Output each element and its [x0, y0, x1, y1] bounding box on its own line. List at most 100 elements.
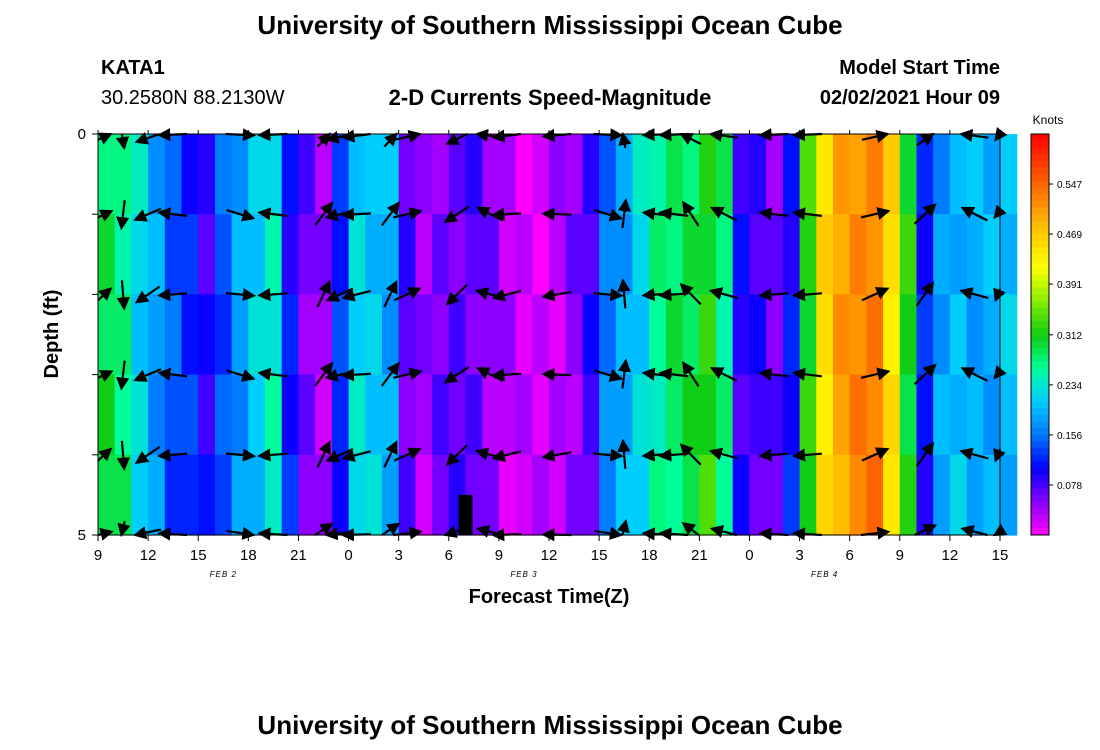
current-vector	[682, 200, 700, 227]
colorbar-tick-label: 0.078	[1057, 481, 1082, 492]
colorbar-segment	[1031, 254, 1049, 262]
heatmap-cell	[231, 134, 249, 215]
current-vector	[679, 282, 702, 306]
heatmap-cell	[164, 374, 183, 456]
heatmap-cell	[599, 134, 617, 215]
heatmap-cell	[682, 294, 700, 376]
heatmap-cell	[632, 294, 650, 376]
colorbar-segment	[1031, 180, 1049, 188]
heatmap-cell	[565, 374, 583, 456]
colorbar-segment	[1031, 147, 1049, 155]
current-vector	[709, 367, 738, 382]
x-tick-label: 0	[745, 547, 753, 564]
heatmap-cell	[214, 374, 233, 456]
heatmap-cell	[1000, 134, 1018, 215]
current-vector	[443, 205, 470, 224]
heatmap-cell	[682, 454, 700, 536]
current-vector	[960, 206, 988, 222]
heatmap-cell	[198, 214, 216, 295]
heatmap-cell	[799, 214, 817, 295]
x-tick-label: 18	[641, 547, 658, 564]
heatmap-cell	[966, 134, 984, 215]
current-vector	[116, 200, 130, 231]
colorbar-segment	[1031, 421, 1049, 429]
colorbar-segment	[1031, 414, 1049, 422]
x-tick-label: 15	[992, 547, 1009, 564]
current-vector	[340, 207, 371, 221]
current-vector	[679, 443, 702, 466]
colorbar-unit: Knots	[1033, 113, 1064, 127]
current-vector	[758, 367, 789, 381]
heatmap-cell	[565, 454, 583, 536]
colorbar-segment	[1031, 481, 1049, 489]
heatmap-cell	[498, 134, 517, 215]
colorbar-segment	[1031, 528, 1049, 536]
heatmap-cell	[348, 214, 366, 295]
heatmap-cell	[164, 454, 183, 536]
heatmap-cell	[565, 134, 583, 215]
heatmap-cell	[699, 214, 717, 295]
heatmap-cell	[281, 214, 299, 295]
date-label: FEB 4	[811, 570, 838, 579]
heatmap-cell	[231, 294, 249, 376]
heatmap-cell	[615, 374, 634, 456]
heatmap-cell	[265, 214, 283, 295]
heatmap-cell	[1000, 294, 1018, 376]
heatmap-cell	[983, 294, 1001, 376]
heatmap-cell	[949, 374, 968, 456]
current-vector	[861, 447, 890, 462]
current-vector	[257, 207, 288, 221]
heatmap-cell	[766, 214, 784, 295]
y-tick-label: 0	[78, 126, 86, 143]
heatmap-cell	[766, 134, 784, 215]
heatmap-cell	[532, 294, 550, 376]
colorbar-segment	[1031, 334, 1049, 342]
current-vector	[133, 207, 162, 222]
heatmap-cell	[331, 214, 350, 295]
current-vector	[959, 447, 989, 461]
current-vector	[541, 207, 572, 221]
heatmap-cell	[281, 294, 299, 376]
heatmap-cell	[949, 214, 968, 295]
heatmap-cell	[482, 294, 500, 376]
heatmap-cell	[265, 134, 283, 215]
current-vector	[257, 448, 288, 462]
heatmap-cell	[415, 374, 433, 456]
current-vector	[443, 365, 470, 384]
heatmap-cell	[515, 134, 533, 215]
current-vector	[97, 447, 113, 462]
heatmap-cell	[816, 294, 834, 376]
heatmap-cell	[265, 294, 283, 376]
x-tick-label: 21	[691, 547, 708, 564]
heatmap-cell	[799, 374, 817, 456]
heatmap-cell	[816, 214, 834, 295]
heatmap-cell	[382, 214, 400, 295]
heatmap-cell	[682, 214, 700, 295]
heatmap-cell	[983, 214, 1001, 295]
colorbar-segment	[1031, 294, 1049, 302]
heatmap-cell	[883, 134, 901, 215]
current-vector	[134, 132, 160, 145]
x-tick-label: 3	[795, 547, 803, 564]
current-vector	[133, 526, 162, 540]
heatmap-cell	[532, 454, 550, 536]
heatmap-cell	[1000, 454, 1018, 536]
colorbar-segment	[1031, 160, 1049, 168]
heatmap-cell	[181, 294, 199, 376]
heatmap-cell	[699, 294, 717, 376]
current-vector	[617, 198, 632, 229]
heatmap-cell	[148, 374, 166, 456]
heatmap-cell	[799, 294, 817, 376]
heatmap-cell	[782, 214, 801, 295]
current-vector	[709, 524, 738, 538]
x-axis-label: Forecast Time(Z)	[469, 586, 630, 608]
colorbar-segment	[1031, 274, 1049, 282]
heatmap-cell	[331, 374, 350, 456]
heatmap-cell	[899, 374, 918, 456]
colorbar-segment	[1031, 381, 1049, 389]
heatmap-cell	[298, 134, 316, 215]
current-vector	[708, 287, 739, 300]
current-vector	[916, 132, 935, 147]
current-vector	[445, 133, 468, 145]
heatmap-cell	[632, 454, 650, 536]
